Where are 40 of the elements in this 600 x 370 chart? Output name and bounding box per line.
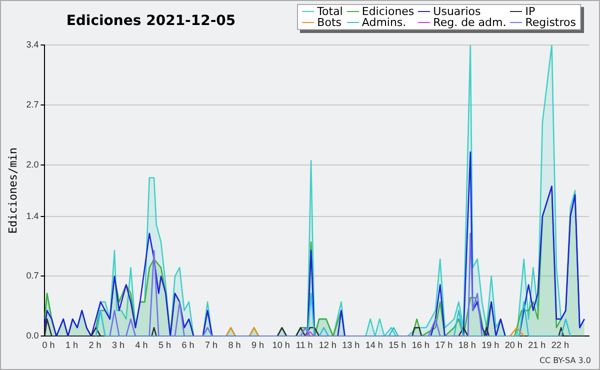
- x-tick-label: 9 h: [252, 340, 264, 350]
- y-tick-label: 0.0: [26, 330, 39, 341]
- x-tick-label: 17 h: [435, 340, 453, 350]
- legend-label: Bots: [316, 16, 342, 29]
- x-tick-label: 6 h: [182, 340, 194, 350]
- y-tick-label: 2.7: [26, 99, 39, 110]
- y-tick-label: 0.7: [26, 270, 39, 281]
- x-tick-label: 10 h: [272, 340, 290, 350]
- x-tick-label: 1 h: [65, 340, 78, 350]
- x-tick-label: 13 h: [342, 340, 360, 350]
- x-tick-label: 22 h: [551, 340, 569, 350]
- x-tick-label: 18 h: [458, 340, 476, 350]
- text: CC BY-SA 3.0: [539, 356, 591, 365]
- x-tick-label: 3 h: [112, 340, 125, 350]
- legend-label: Ediciones: [360, 5, 414, 18]
- y-tick-label: 1.4: [26, 210, 39, 221]
- legend-label: Reg. de adm.: [432, 16, 506, 29]
- legend-label: Admins.: [360, 16, 408, 29]
- legend-label: Total: [316, 5, 343, 18]
- x-tick-label: 0 h: [42, 340, 55, 350]
- x-tick-label: 12 h: [318, 340, 336, 350]
- chart-title: Ediciones 2021-12-05: [65, 13, 237, 29]
- legend-label: Usuarios: [432, 5, 481, 18]
- x-tick-label: 15 h: [388, 340, 406, 350]
- x-tick-label: 19 h: [482, 340, 500, 350]
- y-tick-label: 3.4: [26, 39, 39, 50]
- legend-label: Registros: [524, 16, 576, 29]
- y-tick-label: 2.0: [26, 159, 39, 170]
- x-tick-label: 14 h: [365, 340, 383, 350]
- x-tick-label: 11 h: [296, 340, 313, 350]
- x-tick-label: 16 h: [412, 340, 430, 350]
- x-tick-label: 2 h: [88, 340, 102, 350]
- x-tick-label: 20 h: [504, 340, 522, 350]
- x-tick-label: 7 h: [205, 340, 218, 350]
- x-tick-label: 21 h: [528, 340, 546, 350]
- y-axis-title: Ediciones/min: [6, 148, 20, 234]
- x-tick-label: 5 h: [158, 340, 172, 350]
- legend-label: IP: [524, 5, 536, 18]
- x-tick-label: 4 h: [135, 340, 148, 350]
- x-tick-label: 8 h: [228, 340, 241, 350]
